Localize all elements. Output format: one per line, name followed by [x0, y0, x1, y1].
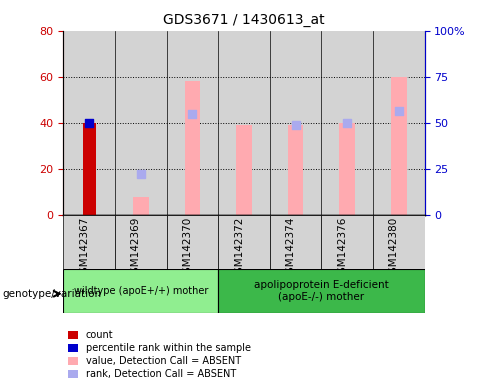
Bar: [63, 31, 115, 215]
Bar: [236, 125, 252, 215]
Point: [137, 170, 145, 177]
Bar: [373, 31, 425, 215]
Point: [395, 108, 403, 114]
Bar: [63, 269, 218, 313]
Bar: [322, 31, 373, 215]
Text: GSM142370: GSM142370: [183, 217, 192, 280]
Bar: [288, 125, 304, 215]
Bar: [115, 31, 166, 215]
Bar: [63, 215, 115, 269]
Bar: [166, 215, 218, 269]
Bar: [322, 215, 373, 269]
Text: wildtype (apoE+/+) mother: wildtype (apoE+/+) mother: [74, 286, 208, 296]
Bar: [270, 31, 322, 215]
Bar: [391, 77, 407, 215]
Text: genotype/variation: genotype/variation: [2, 289, 102, 299]
Bar: [166, 31, 218, 215]
Point: [292, 122, 300, 128]
Bar: [340, 123, 355, 215]
Bar: [373, 215, 425, 269]
Bar: [133, 197, 148, 215]
Text: GSM142374: GSM142374: [285, 217, 296, 280]
Text: GSM142367: GSM142367: [79, 217, 89, 280]
Bar: [218, 269, 425, 313]
Point: [188, 111, 196, 117]
Bar: [218, 215, 270, 269]
Bar: [270, 215, 322, 269]
Text: apolipoprotein E-deficient
(apoE-/-) mother: apolipoprotein E-deficient (apoE-/-) mot…: [254, 280, 389, 302]
Bar: [83, 123, 96, 215]
Bar: [184, 81, 200, 215]
Text: GSM142372: GSM142372: [234, 217, 244, 280]
Bar: [115, 215, 166, 269]
Title: GDS3671 / 1430613_at: GDS3671 / 1430613_at: [163, 13, 325, 27]
Legend: count, percentile rank within the sample, value, Detection Call = ABSENT, rank, : count, percentile rank within the sample…: [68, 330, 251, 379]
Text: GSM142380: GSM142380: [389, 217, 399, 280]
Bar: [218, 31, 270, 215]
Point: [85, 120, 93, 126]
Text: GSM142376: GSM142376: [337, 217, 347, 280]
Text: GSM142369: GSM142369: [131, 217, 141, 280]
Point: [343, 120, 351, 126]
